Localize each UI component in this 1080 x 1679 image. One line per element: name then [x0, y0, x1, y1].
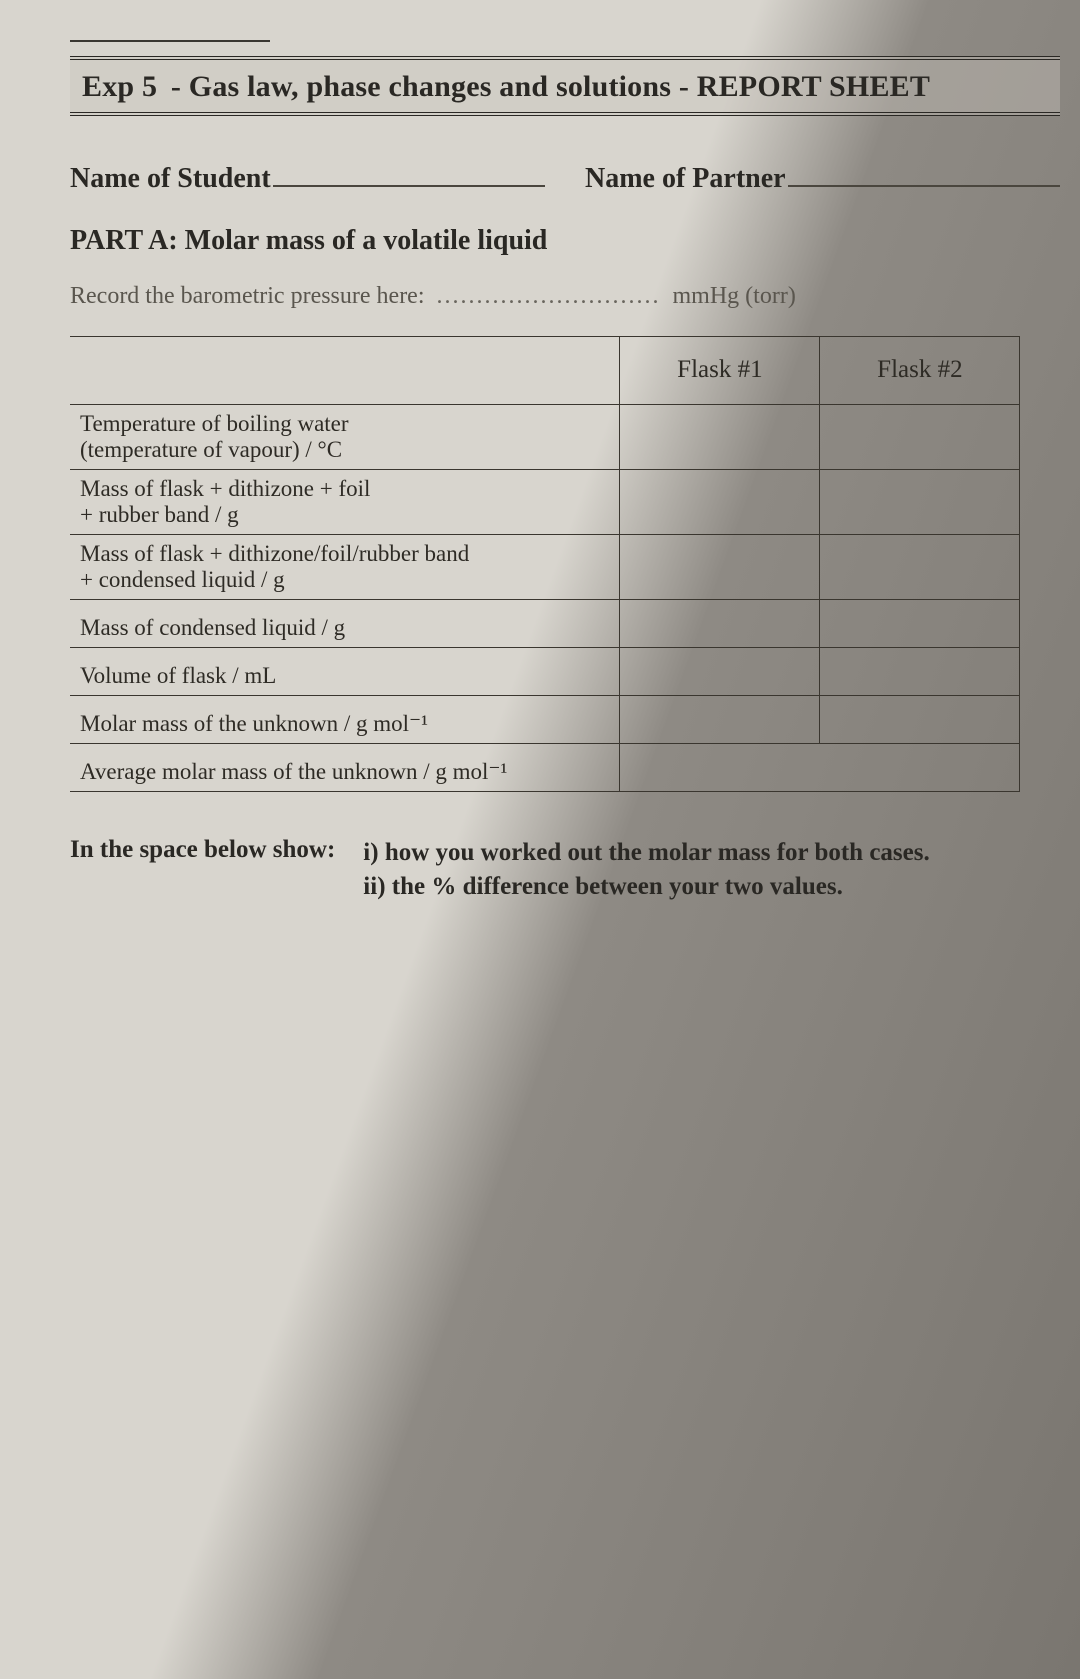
table-header-blank: [70, 336, 620, 404]
instruction-i: i) how you worked out the molar mass for…: [363, 836, 929, 870]
partner-field: Name of Partner: [585, 156, 1060, 195]
table-body: Temperature of boiling water (temperatur…: [70, 404, 1020, 791]
exp-label: Exp 5: [82, 70, 157, 103]
row-flask2[interactable]: [820, 695, 1020, 743]
row-flask2[interactable]: [820, 647, 1020, 695]
row-label: Molar mass of the unknown / g mol⁻¹: [70, 695, 620, 743]
row-flask2[interactable]: [820, 534, 1020, 599]
table-header-flask2: Flask #2: [820, 336, 1020, 404]
row-flask1[interactable]: [620, 695, 820, 743]
row-flask1[interactable]: [620, 404, 820, 469]
row-label: Mass of condensed liquid / g: [70, 599, 620, 647]
report-title: Exp 5 - Gas law, phase changes and solut…: [82, 70, 1048, 104]
header-bar: Exp 5 - Gas law, phase changes and solut…: [70, 56, 1060, 116]
table-row: Mass of flask + dithizone/foil/rubber ba…: [70, 534, 1020, 599]
sheet-label: REPORT SHEET: [697, 70, 930, 103]
subject: Gas law, phase changes and solutions: [189, 70, 671, 103]
sep: -: [171, 70, 189, 103]
table-row: Mass of flask + dithizone + foil + rubbe…: [70, 469, 1020, 534]
table-row: Volume of flask / mL: [70, 647, 1020, 695]
page: Exp 5 - Gas law, phase changes and solut…: [70, 0, 1060, 1679]
instruction-ii: ii) the % difference between your two va…: [363, 870, 929, 904]
student-line[interactable]: [273, 156, 545, 187]
row-label: Temperature of boiling water (temperatur…: [70, 404, 620, 469]
row-flask1[interactable]: [620, 599, 820, 647]
student-label: Name of Student: [70, 163, 271, 195]
pressure-row: Record the barometric pressure here: ...…: [70, 283, 1060, 310]
table-row: Mass of condensed liquid / g: [70, 599, 1020, 647]
sep2: -: [679, 70, 697, 103]
instructions: In the space below show: i) how you work…: [70, 836, 1060, 904]
row-flask2[interactable]: [820, 404, 1020, 469]
row-flask1[interactable]: [620, 534, 820, 599]
top-rule: [70, 40, 270, 42]
pressure-unit: mmHg (torr): [673, 283, 796, 310]
instructions-items: i) how you worked out the molar mass for…: [363, 836, 929, 904]
data-table: Flask #1 Flask #2 Temperature of boiling…: [70, 336, 1020, 792]
row-flask1[interactable]: [620, 469, 820, 534]
table-row: Temperature of boiling water (temperatur…: [70, 404, 1020, 469]
row-flask2[interactable]: [820, 469, 1020, 534]
name-row: Name of Student Name of Partner: [70, 156, 1060, 195]
partner-label: Name of Partner: [585, 163, 786, 195]
partner-line[interactable]: [788, 156, 1060, 187]
avg-value[interactable]: [620, 743, 1020, 791]
row-label: Mass of flask + dithizone + foil + rubbe…: [70, 469, 620, 534]
student-field: Name of Student: [70, 156, 545, 195]
pressure-label: Record the barometric pressure here:: [70, 283, 425, 310]
instructions-lead: In the space below show:: [70, 836, 335, 904]
table-header-row: Flask #1 Flask #2: [70, 336, 1020, 404]
avg-label: Average molar mass of the unknown / g mo…: [70, 743, 620, 791]
row-label: Mass of flask + dithizone/foil/rubber ba…: [70, 534, 620, 599]
row-flask2[interactable]: [820, 599, 1020, 647]
table-header-flask1: Flask #1: [620, 336, 820, 404]
table-row-average: Average molar mass of the unknown / g mo…: [70, 743, 1020, 791]
table-row: Molar mass of the unknown / g mol⁻¹: [70, 695, 1020, 743]
row-flask1[interactable]: [620, 647, 820, 695]
pressure-blank[interactable]: ............................: [437, 283, 661, 310]
part-a-title: PART A: Molar mass of a volatile liquid: [70, 225, 1060, 257]
row-label: Volume of flask / mL: [70, 647, 620, 695]
